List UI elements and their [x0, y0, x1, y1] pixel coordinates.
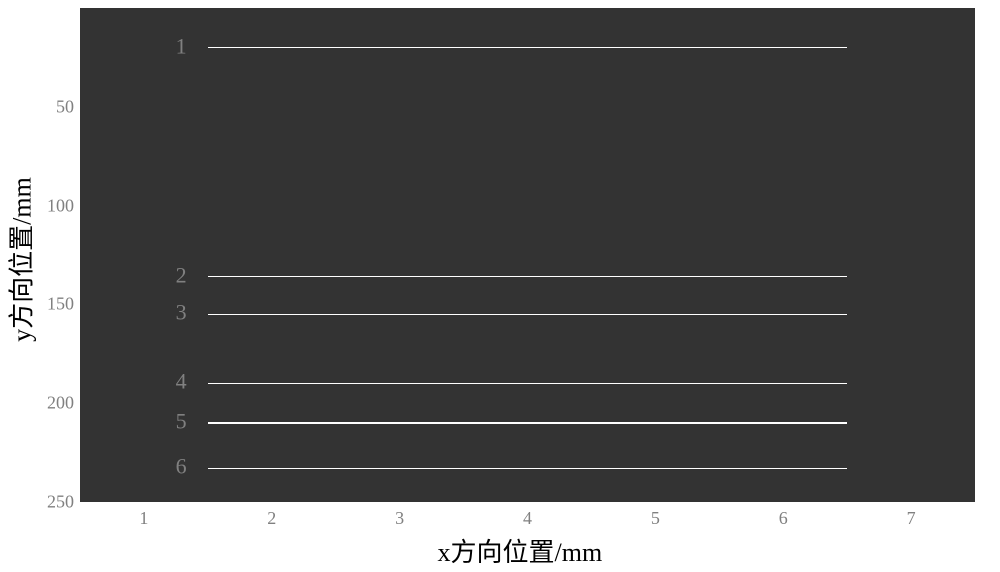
- x-tick-label: 5: [651, 508, 660, 529]
- line-label: 2: [169, 262, 187, 288]
- x-tick-label: 4: [523, 508, 532, 529]
- figure: y方向位置/mm x方向位置/mm 1 2 3 4 5 6 7 50 100 150 200 250…: [0, 0, 1000, 572]
- x-tick-label: 1: [139, 508, 148, 529]
- y-tick-label: 50: [40, 96, 74, 117]
- data-line: [208, 47, 847, 49]
- line-label: 6: [169, 454, 187, 480]
- x-tick-label: 6: [779, 508, 788, 529]
- data-line: [208, 383, 847, 385]
- line-label: 5: [169, 409, 187, 435]
- y-tick-label: 150: [40, 294, 74, 315]
- x-axis-label: x方向位置/mm: [438, 532, 603, 569]
- data-line: [208, 422, 847, 424]
- data-line: [208, 314, 847, 316]
- data-line: [208, 468, 847, 470]
- line-label: 1: [169, 33, 187, 59]
- data-line: [208, 276, 847, 278]
- y-tick-label: 200: [40, 393, 74, 414]
- y-tick-label: 250: [40, 492, 74, 513]
- y-tick-label: 100: [40, 195, 74, 216]
- x-tick-label: 2: [267, 508, 276, 529]
- y-axis-label: y方向位置/mm: [2, 170, 39, 350]
- line-label: 3: [169, 300, 187, 326]
- plot-area: [80, 8, 975, 502]
- x-tick-label: 3: [395, 508, 404, 529]
- line-label: 4: [169, 369, 187, 395]
- x-tick-label: 7: [907, 508, 916, 529]
